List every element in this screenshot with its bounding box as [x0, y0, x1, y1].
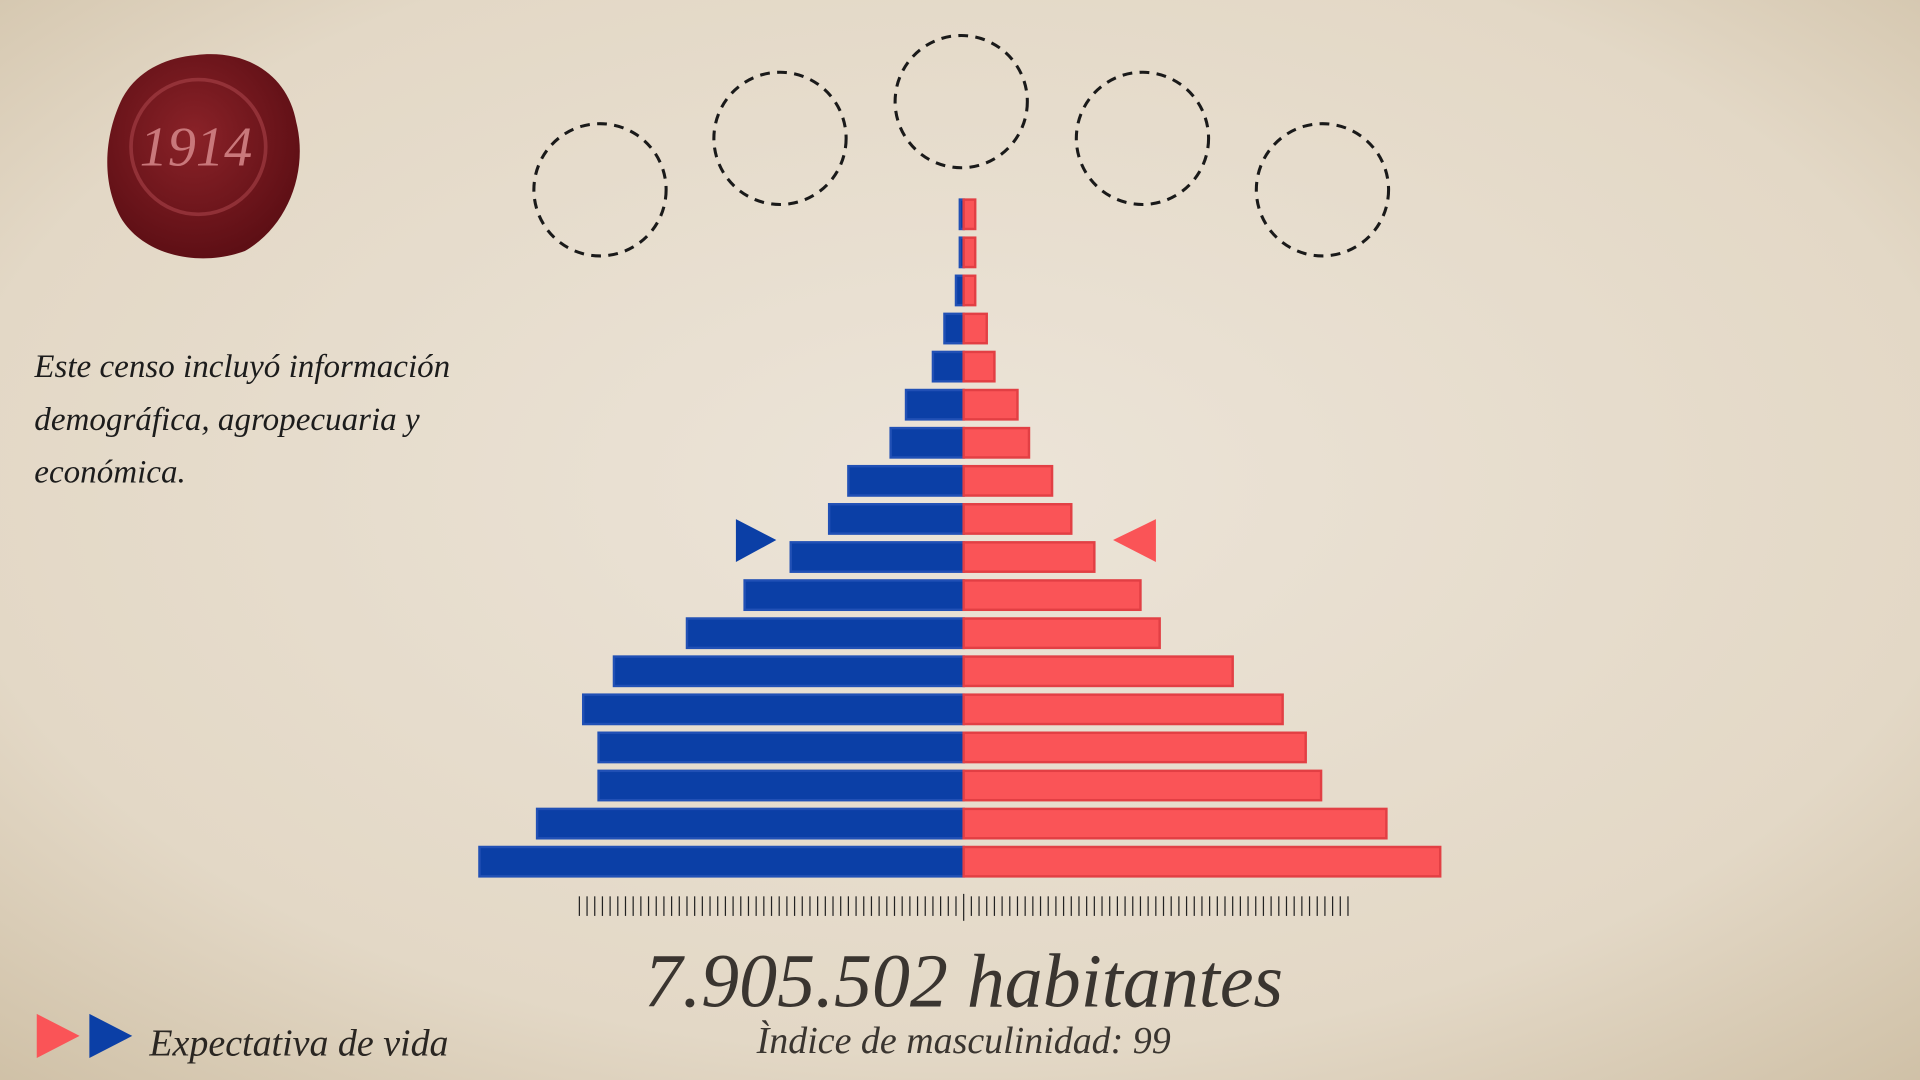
bar: [962, 579, 1142, 612]
pyramid: [478, 198, 1442, 921]
description: Este censo incluyó información demográfi…: [34, 347, 451, 490]
description-box: Este censo incluyó información demográfi…: [34, 347, 451, 490]
bar: [962, 198, 977, 231]
bar: [827, 503, 965, 535]
bar: [931, 350, 965, 383]
bar: [962, 274, 977, 307]
bar: [847, 464, 965, 497]
placeholder-circle: [1074, 70, 1211, 207]
placeholder-circle: [893, 33, 1029, 170]
bar: [685, 617, 965, 650]
subheadline: Ìndice de masculinidad: 99: [756, 1020, 1171, 1062]
placeholder-circle: [532, 122, 668, 258]
bar: [962, 503, 1073, 535]
bar: [904, 388, 965, 421]
bar: [612, 655, 965, 688]
seal-year: 1914: [140, 116, 253, 178]
wax-seal: 1914: [107, 54, 300, 259]
bar: [581, 693, 965, 726]
placeholder-circle: [1254, 122, 1391, 258]
placeholder-circles: [532, 33, 1391, 258]
headline: 7.905.502 habitantes: [644, 940, 1283, 1024]
bar: [962, 236, 977, 269]
bar: [962, 350, 996, 383]
bar: [789, 541, 965, 573]
bar: [962, 731, 1307, 764]
bar: [597, 769, 965, 802]
bar: [597, 731, 965, 764]
bar: [962, 845, 1442, 878]
bar: [962, 769, 1323, 802]
bar: [962, 693, 1284, 726]
placeholder-circle: [712, 70, 848, 207]
bar: [962, 541, 1096, 573]
marker-right: [1113, 519, 1156, 563]
bar: [889, 426, 965, 459]
marker-left: [735, 519, 777, 563]
footer-label[interactable]: Expectativa de vida: [148, 1023, 448, 1065]
bar: [962, 617, 1161, 650]
bar: [962, 464, 1054, 497]
footer-arrow-blue: [89, 1013, 133, 1058]
bar: [743, 579, 965, 612]
footer-arrow-red: [36, 1013, 80, 1058]
bar: [535, 807, 965, 840]
bar: [962, 807, 1388, 840]
bar: [943, 312, 965, 345]
bar: [478, 845, 965, 878]
bar: [962, 655, 1234, 688]
bar: [962, 312, 988, 345]
bar: [962, 426, 1031, 459]
bar: [962, 388, 1019, 421]
seal-ring: [129, 77, 268, 217]
